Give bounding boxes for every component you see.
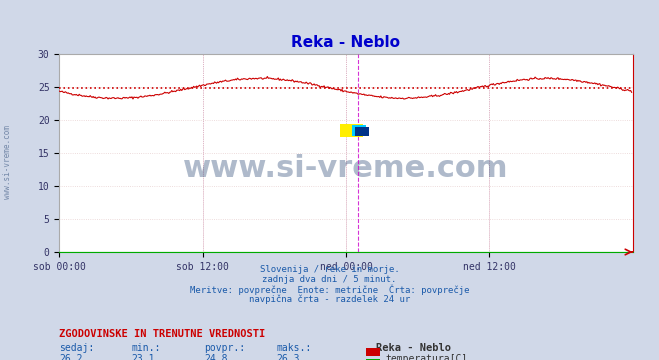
Text: www.si-vreme.com: www.si-vreme.com [3,125,13,199]
Text: www.si-vreme.com: www.si-vreme.com [183,154,509,183]
Text: Slovenija / reke in morje.: Slovenija / reke in morje. [260,265,399,274]
FancyBboxPatch shape [340,124,363,137]
Text: Reka - Neblo: Reka - Neblo [376,343,451,353]
Text: navpična črta - razdelek 24 ur: navpična črta - razdelek 24 ur [249,295,410,304]
Text: 26,3: 26,3 [277,354,301,360]
Text: Meritve: povprečne  Enote: metrične  Črta: povprečje: Meritve: povprečne Enote: metrične Črta:… [190,285,469,295]
Text: 26,2: 26,2 [59,354,83,360]
Text: 24,8: 24,8 [204,354,228,360]
FancyBboxPatch shape [352,125,366,136]
Text: zadnja dva dni / 5 minut.: zadnja dva dni / 5 minut. [262,275,397,284]
Text: maks.:: maks.: [277,343,312,353]
Text: min.:: min.: [132,343,161,353]
Title: Reka - Neblo: Reka - Neblo [291,35,401,50]
Text: povpr.:: povpr.: [204,343,245,353]
Text: sedaj:: sedaj: [59,343,94,353]
Text: ZGODOVINSKE IN TRENUTNE VREDNOSTI: ZGODOVINSKE IN TRENUTNE VREDNOSTI [59,329,266,339]
Text: temperatura[C]: temperatura[C] [386,354,468,360]
FancyBboxPatch shape [355,127,369,136]
Text: 23,1: 23,1 [132,354,156,360]
